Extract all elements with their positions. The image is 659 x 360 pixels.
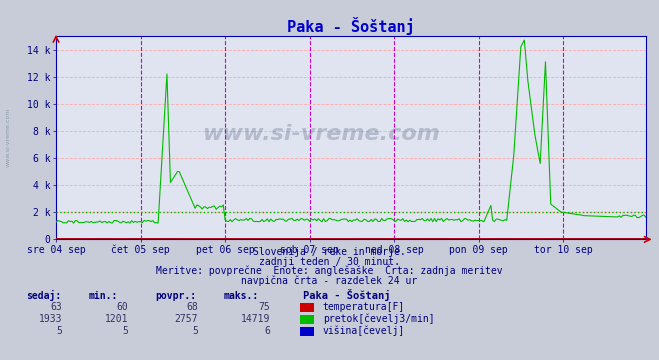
Text: www.si-vreme.com: www.si-vreme.com <box>5 107 11 167</box>
Text: 14719: 14719 <box>241 314 270 324</box>
Text: 5: 5 <box>123 326 129 336</box>
Text: povpr.:: povpr.: <box>155 291 196 301</box>
Text: navpična črta - razdelek 24 ur: navpična črta - razdelek 24 ur <box>241 275 418 286</box>
Text: min.:: min.: <box>89 291 119 301</box>
Text: sedaj:: sedaj: <box>26 290 61 301</box>
Text: Paka - Šoštanj: Paka - Šoštanj <box>303 289 391 301</box>
Text: maks.:: maks.: <box>224 291 259 301</box>
Text: 1933: 1933 <box>39 314 63 324</box>
Text: 1201: 1201 <box>105 314 129 324</box>
Text: Meritve: povprečne  Enote: anglešaške  Črta: zadnja meritev: Meritve: povprečne Enote: anglešaške Črt… <box>156 264 503 276</box>
Text: 63: 63 <box>51 302 63 312</box>
Text: 5: 5 <box>57 326 63 336</box>
Title: Paka - Šoštanj: Paka - Šoštanj <box>287 17 415 35</box>
Text: Slovenija / reke in morje.: Slovenija / reke in morje. <box>253 247 406 257</box>
Text: 2757: 2757 <box>174 314 198 324</box>
Text: 5: 5 <box>192 326 198 336</box>
Text: temperatura[F]: temperatura[F] <box>323 302 405 312</box>
Text: www.si-vreme.com: www.si-vreme.com <box>202 123 440 144</box>
Text: pretok[čevelj3/min]: pretok[čevelj3/min] <box>323 314 434 324</box>
Text: 60: 60 <box>117 302 129 312</box>
Text: 75: 75 <box>258 302 270 312</box>
Text: 68: 68 <box>186 302 198 312</box>
Text: višina[čevelj]: višina[čevelj] <box>323 325 405 336</box>
Text: 6: 6 <box>264 326 270 336</box>
Text: zadnji teden / 30 minut.: zadnji teden / 30 minut. <box>259 257 400 267</box>
